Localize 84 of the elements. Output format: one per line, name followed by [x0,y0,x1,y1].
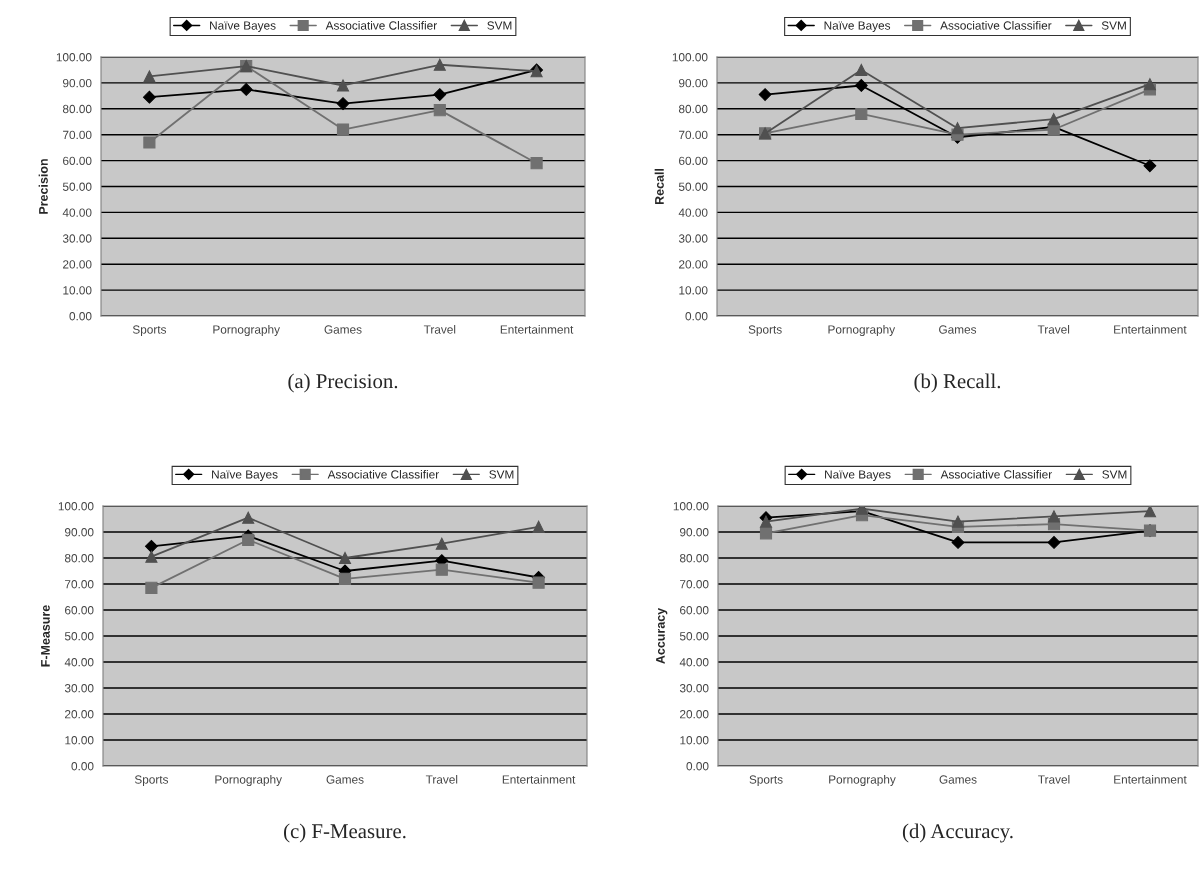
x-tick-label: Games [939,775,977,784]
y-tick-label: 0.00 [71,762,94,771]
y-tick-label: 10.00 [679,286,708,295]
y-tick-label: 40.00 [64,658,94,667]
y-tick-label: 80.00 [679,554,709,563]
y-axis-title: Precision [38,159,48,214]
legend-label: Associative Classifier [940,21,1052,30]
y-tick-label: 10.00 [680,736,709,745]
x-tick-label: Pornography [828,325,896,337]
legend-label: Naïve Bayes [825,470,891,481]
y-tick-label: 80.00 [678,104,708,114]
y-tick-label: 30.00 [679,684,709,693]
y-tick-label: 40.00 [62,208,92,217]
y-tick-label: 0.00 [685,312,708,321]
y-tick-label: 40.00 [679,658,709,667]
y-tick-label: 100.00 [672,53,708,62]
y-tick-label: 60.00 [679,156,708,165]
legend-label: SVM [1102,470,1127,479]
y-tick-label: 20.00 [65,710,94,719]
y-tick-label: 90.00 [62,78,92,88]
y-tick-label: 80.00 [64,554,94,563]
x-tick-label: Pornography [213,325,280,337]
y-tick-label: 30.00 [62,234,92,243]
y-tick-label: 20.00 [63,260,92,269]
x-tick-label: Games [326,775,364,784]
legend-label: SVM [489,470,514,479]
x-tick-label: Travel [423,325,456,334]
y-tick-label: 90.00 [679,528,709,537]
y-tick-label: 40.00 [678,208,708,217]
y-tick-label: 20.00 [679,260,708,269]
y-tick-label: 0.00 [686,762,709,771]
y-tick-label: 50.00 [678,182,708,191]
text: (d) Accuracy. [902,823,1013,843]
y-tick-label: 10.00 [65,736,94,745]
y-tick-label: 50.00 [679,632,709,641]
y-tick-label: 30.00 [64,684,94,693]
y-tick-label: 100.00 [56,53,92,62]
y-tick-label: 0.00 [69,312,92,321]
y-tick-label: 60.00 [65,606,94,615]
y-tick-label: 100.00 [673,502,709,511]
y-axis-title: Accuracy [656,607,668,664]
x-tick-label: Sports [748,325,782,337]
x-tick-label: Pornography [215,775,282,787]
x-tick-label: Travel [425,775,458,784]
y-tick-label: 70.00 [679,130,708,140]
x-tick-label: Entertainment [1114,775,1187,784]
x-tick-label: Entertainment [1114,325,1187,334]
legend-label: Naïve Bayes [210,21,276,33]
x-tick-label: Travel [1037,325,1070,334]
legend-label: SVM [1101,21,1126,30]
y-tick-label: 50.00 [62,182,92,191]
legend-label: Naïve Bayes [824,21,891,33]
y-tick-label: 50.00 [64,632,94,641]
y-tick-label: 70.00 [63,130,92,140]
y-tick-label: 80.00 [62,104,92,114]
y-tick-label: 30.00 [678,234,708,243]
x-tick-label: Pornography [829,775,896,787]
y-tick-label: 70.00 [65,580,94,589]
y-axis-title: F-Measure [41,605,50,667]
y-axis-title: Recall [654,168,664,205]
legend-label: Naïve Bayes [212,470,278,481]
x-tick-label: Sports [132,325,167,337]
text: (a) Precision. [288,373,398,393]
legend-label: Associative Classifier [327,469,439,479]
text: (b) Recall. [914,373,1001,393]
legend-label: SVM [487,21,512,30]
y-tick-label: 10.00 [63,286,92,295]
x-tick-label: Entertainment [500,325,574,334]
legend-label: Associative Classifier [325,21,437,30]
y-tick-label: 90.00 [678,78,708,88]
y-tick-label: 20.00 [680,710,709,719]
x-tick-label: Sports [134,775,169,787]
y-tick-label: 90.00 [64,528,94,537]
y-tick-label: 60.00 [680,606,709,615]
legend-label: Associative Classifier [940,469,1052,479]
y-tick-label: 60.00 [63,156,92,165]
x-tick-label: Sports [749,775,783,787]
x-tick-label: Games [324,325,362,334]
text: (c) F-Measure. [284,823,406,843]
y-tick-label: 100.00 [58,502,94,511]
y-tick-label: 70.00 [680,580,709,589]
x-tick-label: Games [939,325,977,334]
x-tick-label: Travel [1038,775,1070,784]
x-tick-label: Entertainment [502,775,576,784]
